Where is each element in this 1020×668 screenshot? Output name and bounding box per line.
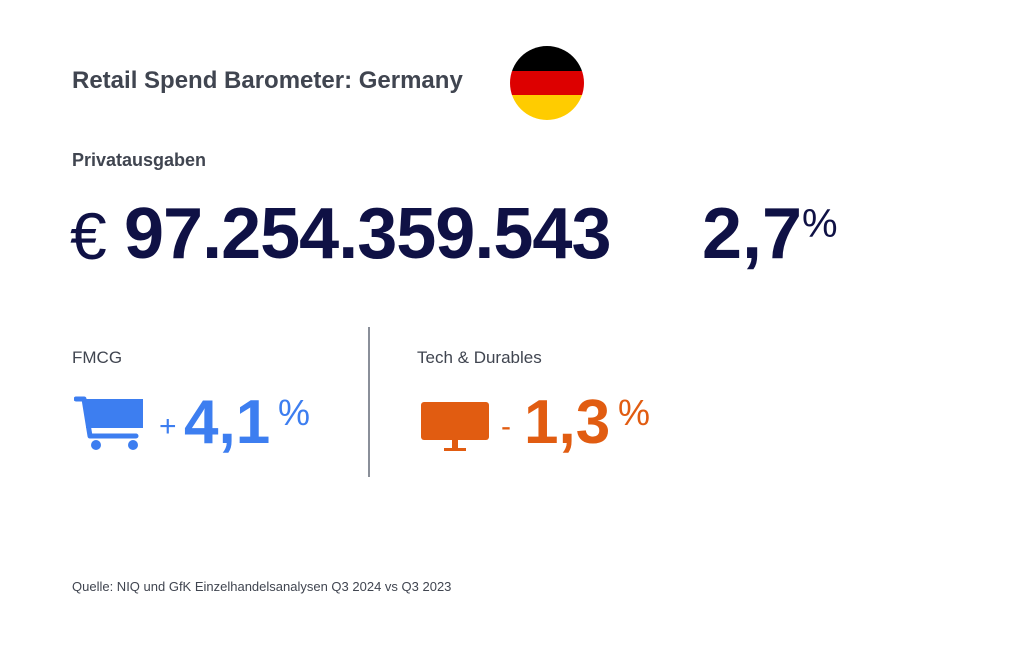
fmcg-change-sign: +	[159, 410, 177, 443]
private-spending-change: 2,7	[702, 194, 803, 274]
private-spending-amount: 97.254.359.543	[124, 194, 611, 274]
fmcg-change-unit: %	[278, 392, 311, 433]
tech-durables-change-unit: %	[618, 392, 651, 433]
currency-symbol: €	[70, 199, 107, 273]
monitor-icon	[421, 402, 489, 451]
tech-durables-change-sign: -	[501, 410, 511, 443]
tech-durables-change-value: 1,3	[524, 388, 611, 457]
private-spending-label: Privatausgaben	[72, 150, 207, 170]
tech-durables-label: Tech & Durables	[417, 348, 542, 367]
page-title: Retail Spend Barometer: Germany	[72, 67, 463, 94]
fmcg-label: FMCG	[72, 348, 123, 367]
source-note: Quelle: NIQ und GfK Einzelhandelsanalyse…	[72, 579, 452, 594]
germany-flag-icon	[510, 46, 584, 120]
shopping-cart-icon	[74, 396, 143, 450]
category-divider	[368, 327, 370, 477]
fmcg-change-value: 4,1	[184, 388, 271, 457]
private-spending-change-unit: %	[802, 202, 838, 246]
